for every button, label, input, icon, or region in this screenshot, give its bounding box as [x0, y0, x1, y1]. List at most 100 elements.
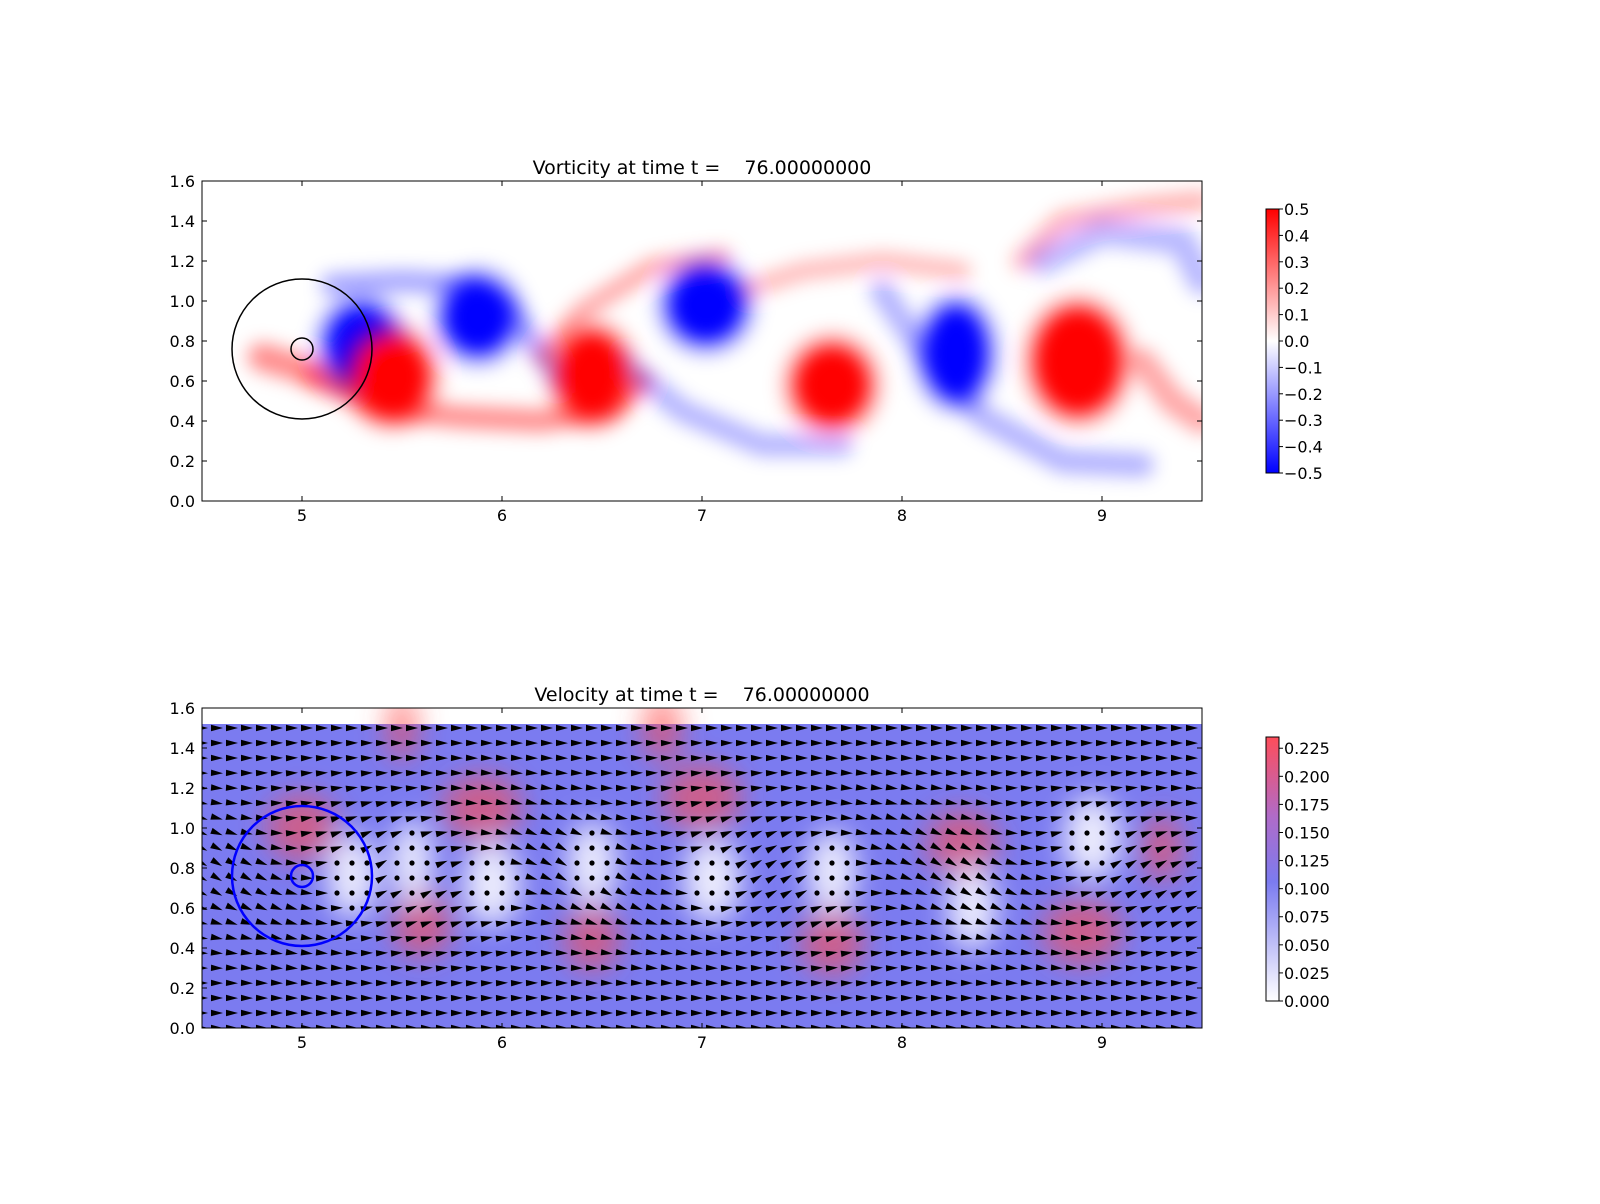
- velocity-quiver-arrow: [450, 905, 463, 914]
- velocity-quiver-arrow: [270, 918, 283, 925]
- velocity-quiver-dot: [499, 875, 505, 881]
- velocity-quiver-dot: [499, 890, 505, 896]
- velocity-quiver-arrow: [1035, 994, 1048, 1002]
- velocity-quiver-arrow: [1020, 739, 1033, 747]
- velocity-quiver-arrow: [256, 1024, 268, 1028]
- velocity-quiver-arrow: [900, 888, 913, 895]
- velocity-quiver-dot: [424, 860, 430, 866]
- velocity-quiver-arrow: [645, 903, 658, 910]
- velocity-quiver-arrow: [961, 1024, 973, 1028]
- velocity-quiver-arrow: [781, 1009, 793, 1017]
- velocity-quiver-arrow: [526, 1024, 538, 1028]
- velocity-quiver-arrow: [570, 902, 583, 911]
- velocity-quiver-dot: [574, 875, 580, 881]
- velocity-quiver-arrow: [961, 994, 973, 1002]
- velocity-quiver-arrow: [840, 936, 853, 943]
- velocity-quiver-dot: [409, 860, 415, 866]
- velocity-quiver-arrow: [630, 843, 643, 850]
- velocity-quiver-arrow: [1005, 770, 1018, 777]
- velocity-quiver-arrow: [1170, 921, 1183, 928]
- velocity-quiver-arrow: [525, 919, 538, 927]
- velocity-quiver-arrow: [675, 904, 688, 911]
- velocity-quiver-arrow: [960, 769, 973, 777]
- velocity-quiver-arrow: [495, 994, 508, 1002]
- velocity-quiver-arrow: [900, 842, 913, 851]
- velocity-quiver-arrow: [810, 994, 823, 1002]
- velocity-quiver-arrow: [225, 949, 238, 956]
- velocity-quiver-dot: [574, 845, 580, 851]
- velocity-quiver-arrow: [690, 919, 703, 926]
- velocity-cylinder-circle: [230, 804, 374, 948]
- velocity-quiver-arrow: [1111, 1009, 1123, 1017]
- velocity-quiver-arrow: [855, 769, 868, 776]
- vorticity-vortex-core: [356, 337, 428, 417]
- velocity-quiver-dot: [829, 890, 835, 896]
- velocity-quiver-arrow: [1020, 933, 1033, 940]
- velocity-quiver-arrow: [1095, 785, 1108, 792]
- velocity-quiver-arrow: [1066, 1024, 1078, 1028]
- velocity-quiver-arrow: [630, 979, 643, 986]
- velocity-quiver-arrow: [1156, 994, 1168, 1002]
- velocity-quiver-arrow: [975, 933, 988, 940]
- velocity-quiver-arrow: [945, 887, 958, 896]
- velocity-quiver-arrow: [1095, 920, 1108, 927]
- velocity-quiver-arrow: [450, 965, 463, 972]
- velocity-quiver-arrow: [690, 800, 703, 808]
- velocity-quiver-arrow: [376, 994, 388, 1002]
- velocity-quiver-arrow: [721, 739, 733, 747]
- velocity-quiver-arrow: [510, 950, 523, 957]
- velocity-quiver-arrow: [330, 846, 343, 853]
- velocity-quiver-arrow: [285, 815, 298, 822]
- velocity-quiver-arrow: [285, 949, 298, 956]
- velocity-quiver-arrow: [1020, 994, 1033, 1002]
- velocity-quiver-arrow: [810, 921, 823, 928]
- velocity-quiver-arrow: [346, 1024, 358, 1028]
- velocity-quiver-arrow: [1170, 890, 1183, 899]
- velocity-quiver-arrow: [541, 1024, 553, 1028]
- vorticity-xtick-label: 6: [497, 506, 507, 525]
- velocity-quiver-arrow: [420, 785, 433, 792]
- velocity-quiver-arrow: [525, 739, 538, 747]
- velocity-quiver-arrow: [1125, 800, 1138, 808]
- velocity-quiver-arrow: [1185, 921, 1198, 928]
- velocity-quiver-arrow: [1110, 920, 1123, 928]
- velocity-quiver-arrow: [870, 769, 883, 776]
- velocity-quiver-arrow: [946, 1024, 958, 1028]
- velocity-quiver-arrow: [795, 965, 808, 972]
- velocity-quiver-arrow: [825, 936, 838, 943]
- velocity-quiver-arrow: [810, 830, 823, 837]
- velocity-quiver-arrow: [960, 842, 973, 851]
- velocity-quiver-arrow: [705, 785, 718, 792]
- velocity-quiver-arrow: [301, 1024, 313, 1028]
- velocity-quiver-arrow: [540, 769, 553, 776]
- velocity-quiver-arrow: [796, 1009, 808, 1017]
- vorticity-shear-layer: [611, 350, 853, 456]
- velocity-quiver-arrow: [451, 1024, 463, 1028]
- velocity-quiver-arrow: [450, 845, 463, 853]
- velocity-quiver-arrow: [420, 890, 433, 899]
- velocity-quiver-arrow: [795, 905, 808, 914]
- velocity-quiver-arrow: [1065, 949, 1078, 956]
- velocity-quiver-arrow: [540, 934, 553, 941]
- velocity-quiver-arrow: [1035, 830, 1048, 837]
- velocity-quiver-arrow: [705, 964, 718, 971]
- velocity-quiver-arrow: [540, 872, 553, 881]
- velocity-quiver-arrow: [495, 754, 508, 761]
- velocity-xtick-label: 9: [1097, 1033, 1107, 1052]
- velocity-quiver-arrow: [210, 784, 223, 791]
- velocity-quiver-arrow: [361, 739, 373, 747]
- velocity-quiver-arrow: [556, 994, 568, 1002]
- velocity-quiver-dot: [604, 875, 610, 881]
- velocity-quiver-arrow: [1140, 785, 1153, 792]
- velocity-quiver-arrow: [645, 858, 658, 865]
- velocity-quiver-arrow: [1021, 724, 1033, 732]
- velocity-quiver-arrow: [720, 755, 733, 762]
- velocity-quiver-arrow: [421, 1009, 433, 1017]
- velocity-high-speed-region: [800, 908, 864, 976]
- velocity-quiver-arrow: [1051, 1024, 1063, 1028]
- velocity-quiver-arrow: [1081, 994, 1093, 1002]
- velocity-quiver-arrow: [405, 965, 418, 972]
- velocity-quiver-arrow: [540, 842, 553, 851]
- velocity-quiver-arrow: [721, 1009, 733, 1017]
- velocity-quiver-arrow: [690, 755, 703, 762]
